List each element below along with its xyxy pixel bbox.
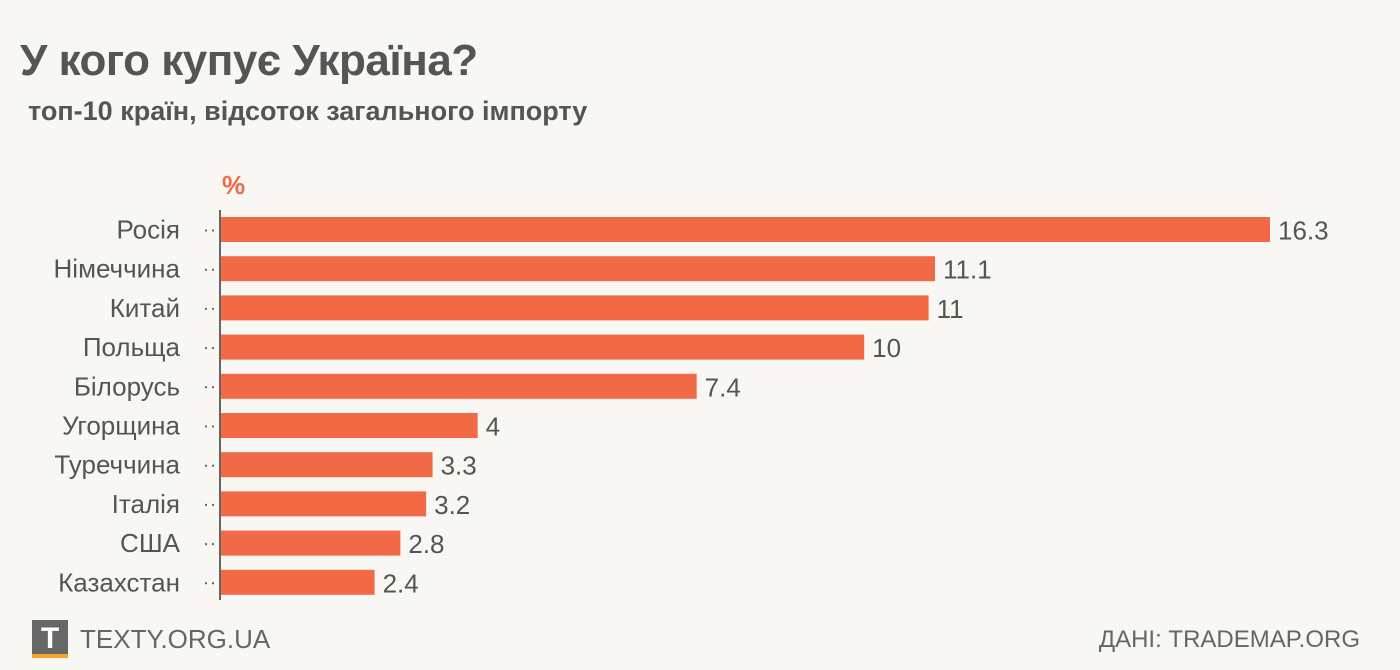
category-label: Білорусь <box>74 371 180 401</box>
bar <box>220 491 427 517</box>
value-label: 7.4 <box>705 372 741 402</box>
value-label: 2.4 <box>383 568 419 598</box>
category-label: Угорщина <box>62 411 180 441</box>
bar <box>220 452 433 478</box>
value-label: 11 <box>937 294 964 324</box>
value-label: 10 <box>872 333 901 363</box>
value-label: 2.8 <box>408 529 444 559</box>
category-label: Туреччина <box>54 450 180 480</box>
data-source: ДАНІ: TRADEMAP.ORG <box>1098 626 1360 653</box>
category-label: Китай <box>110 293 180 323</box>
value-label: 3.2 <box>434 490 470 520</box>
category-label: Польща <box>83 332 181 362</box>
value-label: 3.3 <box>441 451 477 481</box>
bar <box>220 413 478 438</box>
brand: T TEXTY.ORG.UA <box>32 620 270 658</box>
bar <box>220 295 929 321</box>
value-label: 11.1 <box>943 255 992 285</box>
texty-logo: T <box>32 620 68 658</box>
bar <box>220 334 865 360</box>
bar <box>220 217 1270 242</box>
chart-title: У кого купує Україна? <box>20 36 478 85</box>
category-label: США <box>120 528 181 558</box>
category-label: Росія <box>116 215 180 245</box>
category-label: Італія <box>112 489 180 519</box>
value-label: 4 <box>486 412 500 442</box>
site-name[interactable]: TEXTY.ORG.UA <box>80 623 271 654</box>
category-label: Казахстан <box>58 567 180 597</box>
bar <box>220 569 375 595</box>
unit-label: % <box>222 170 246 200</box>
bar <box>220 373 697 399</box>
bar <box>220 256 936 282</box>
value-label: 16.3 <box>1278 216 1329 246</box>
chart-subtitle: топ-10 країн, відсоток загального імпорт… <box>28 96 588 126</box>
bar <box>220 530 401 556</box>
category-label: Німеччина <box>54 254 181 284</box>
